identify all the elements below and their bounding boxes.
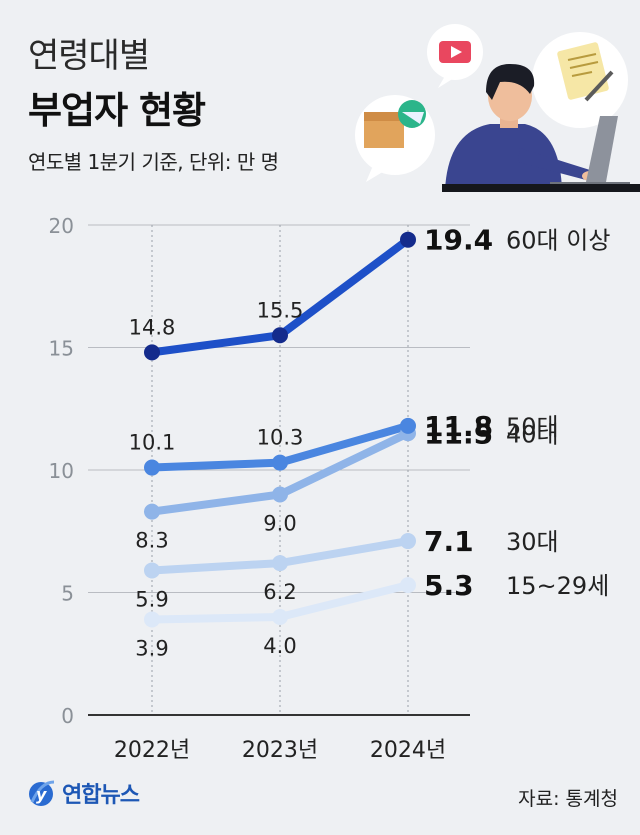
data-point	[144, 344, 160, 361]
data-label: 15.5	[257, 298, 304, 322]
series-name-label: 30대	[506, 528, 559, 556]
data-point	[144, 459, 160, 476]
x-tick-label: 2023년	[242, 738, 318, 763]
end-value-label: 5.3	[424, 569, 474, 602]
end-value-label: 7.1	[424, 525, 474, 558]
data-point	[400, 533, 416, 550]
data-point	[272, 609, 288, 625]
worker-illustration	[355, 24, 640, 192]
end-value-label: 11.8	[424, 410, 493, 443]
subtitle: 연도별 1분기 기준, 단위: 만 명	[28, 150, 279, 174]
data-label: 14.8	[129, 315, 176, 339]
data-point	[400, 231, 416, 248]
logo: y 연합뉴스	[26, 776, 140, 810]
data-point	[272, 454, 288, 471]
data-point	[144, 611, 160, 628]
data-point	[144, 503, 160, 520]
x-tick-label: 2024년	[370, 738, 446, 763]
data-label: 5.9	[135, 587, 168, 611]
series-name-label: 60대 이상	[506, 227, 610, 255]
y-tick-label: 15	[49, 337, 74, 361]
delivery-bubble-icon	[355, 95, 435, 182]
source-note: 자료: 통계청	[518, 788, 618, 810]
y-tick-label: 20	[49, 214, 74, 238]
y-tick-label: 5	[61, 582, 74, 606]
document-bubble-icon	[532, 32, 628, 128]
person-icon	[445, 64, 598, 190]
data-point	[272, 555, 288, 572]
logo-text: 연합뉴스	[62, 783, 140, 808]
data-point	[400, 417, 416, 434]
yonhap-logo-icon: y	[29, 780, 55, 806]
data-point	[272, 327, 288, 344]
data-label: 10.3	[257, 426, 304, 450]
data-point	[400, 577, 416, 594]
data-label: 8.3	[135, 529, 168, 553]
data-point	[272, 486, 288, 503]
data-label: 4.0	[263, 634, 296, 658]
data-label: 9.0	[263, 512, 296, 536]
data-label: 3.9	[135, 636, 168, 660]
svg-text:y: y	[36, 785, 47, 804]
line-chart: 0 5 10 15 20 2022년 2023년 2024년 14.8 15.5 19.4 60대…	[49, 214, 611, 763]
y-tick-label: 0	[61, 704, 74, 728]
series-name-label: 15~29세	[506, 572, 609, 600]
series-name-label: 50대	[506, 413, 559, 441]
series-name-label: 40대	[506, 420, 559, 448]
data-label: 10.1	[129, 431, 176, 455]
title-light: 연령대별	[28, 36, 150, 76]
data-point	[144, 562, 160, 579]
data-label: 6.2	[263, 580, 296, 604]
video-bubble-icon	[427, 24, 483, 88]
y-tick-label: 10	[49, 459, 74, 483]
page-title: 부업자 현황	[28, 89, 206, 132]
end-value-label: 11.5	[424, 417, 493, 450]
end-value-label: 19.4	[424, 224, 493, 257]
x-tick-label: 2022년	[114, 738, 190, 763]
